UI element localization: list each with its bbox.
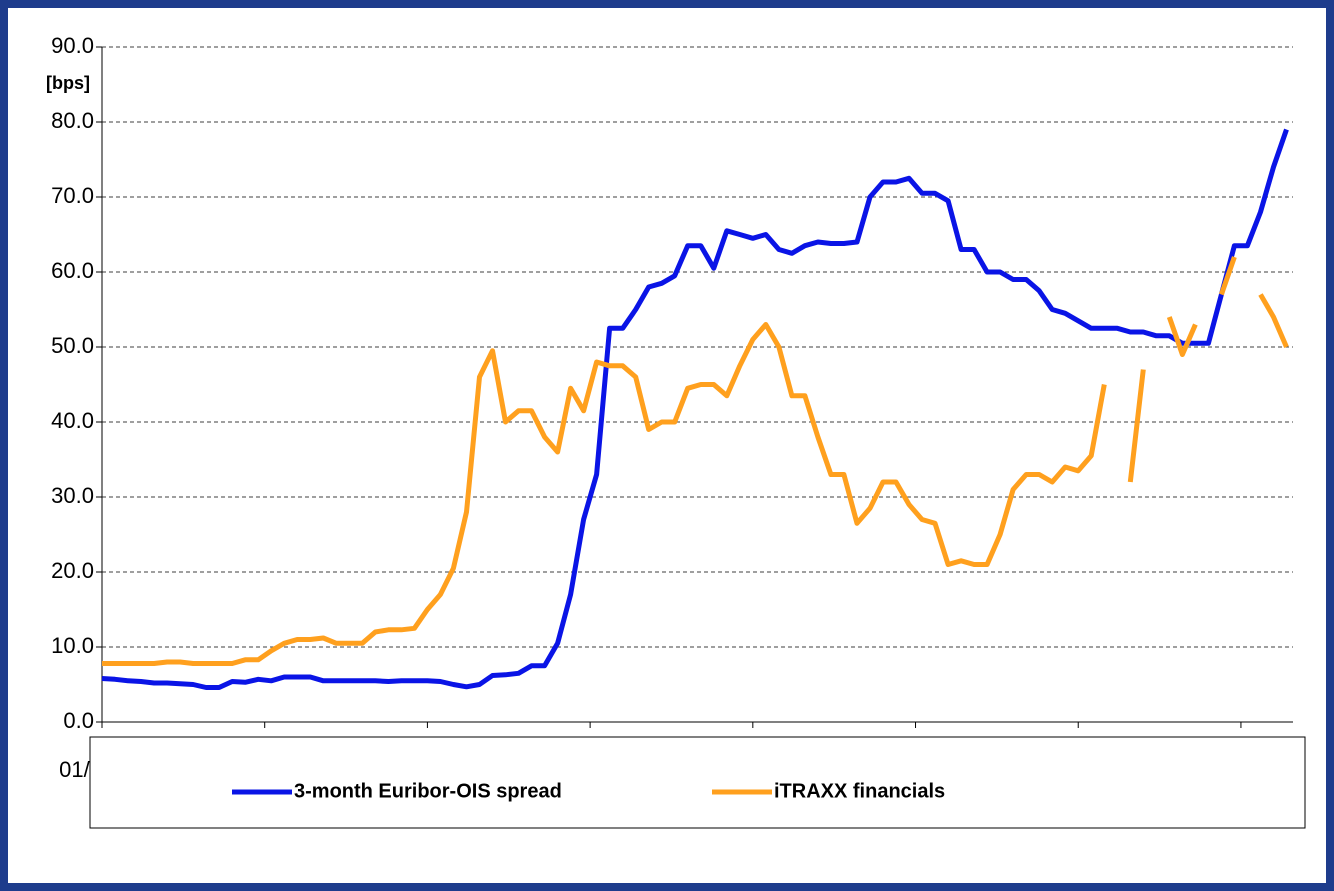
- y-tick-label: 40.0: [51, 408, 94, 433]
- legend-box: [89, 736, 1306, 829]
- data-line: [102, 256, 1289, 666]
- y-tick-label: 30.0: [51, 483, 94, 508]
- y-axis-unit: [bps]: [46, 73, 90, 93]
- y-tick-label: 80.0: [51, 108, 94, 133]
- y-tick-label: 20.0: [51, 558, 94, 583]
- y-tick-label: 50.0: [51, 333, 94, 358]
- data-line: [101, 128, 1289, 690]
- legend-label: iTRAXX financials: [774, 780, 945, 802]
- y-tick-label: 10.0: [51, 633, 94, 658]
- y-tick-label: 0.0: [63, 708, 94, 733]
- chart-frame: [bps] 0.0 10.0 20.0 30.0 40.0 50.0 60.0 70.0 80.…: [8, 8, 1326, 883]
- chart: [bps] 0.0 10.0 20.0 30.0 40.0 50.0 60.0 70.0 80.…: [46, 33, 1306, 829]
- y-tick-label: 90.0: [51, 33, 94, 58]
- y-tick-label: 60.0: [51, 258, 94, 283]
- legend-label: 3-month Euribor-OIS spread: [294, 780, 562, 802]
- y-tick-label: 70.0: [51, 183, 94, 208]
